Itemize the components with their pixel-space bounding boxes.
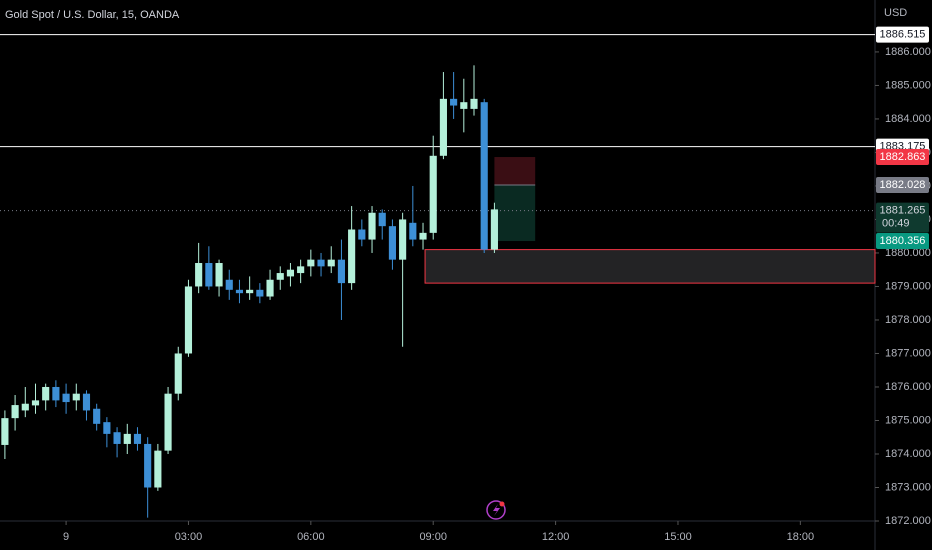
icon-bolt	[493, 504, 500, 516]
y-tick-label: 1880.000	[885, 247, 931, 259]
y-tick-label: 1884.000	[885, 113, 931, 125]
price-tag	[876, 177, 929, 194]
candle-body	[215, 263, 223, 287]
candle-body	[205, 263, 213, 287]
stop-zone	[494, 157, 536, 186]
alert-icon[interactable]	[486, 500, 506, 520]
candle-body	[93, 408, 101, 424]
candle-body	[246, 289, 254, 294]
candle-body	[439, 98, 447, 156]
candle-body	[460, 102, 468, 109]
candle-body	[470, 98, 478, 109]
candle-body	[225, 279, 233, 290]
candle-body	[337, 259, 346, 284]
target-zone	[494, 185, 536, 242]
countdown-label: 00:49	[882, 217, 910, 229]
candle-body	[286, 269, 295, 277]
y-tick-label: 1872.000	[885, 515, 931, 527]
x-tick-label: 18:00	[787, 531, 815, 543]
y-tick-label: 1876.000	[885, 381, 931, 393]
candle-body	[399, 219, 407, 260]
candle-body	[480, 102, 488, 250]
candle-body	[490, 209, 498, 250]
y-tick-label: 1878.000	[885, 314, 931, 326]
candle-body	[123, 433, 131, 444]
candle-body	[72, 393, 80, 401]
candle-body	[429, 155, 437, 233]
candle-body	[52, 386, 60, 401]
last-price-tag	[876, 202, 929, 233]
candle-body	[144, 443, 152, 488]
candle-body	[256, 289, 264, 297]
price-tag	[876, 149, 929, 166]
candle-body	[419, 232, 427, 240]
candle-body	[174, 353, 182, 394]
candle-body	[378, 212, 386, 227]
candle-body	[1, 418, 9, 445]
candle-body	[297, 266, 305, 274]
candle-body	[11, 405, 19, 419]
y-tick-label: 1877.000	[885, 347, 931, 359]
zone	[424, 249, 876, 284]
price-tag-label: 1880.356	[880, 235, 926, 247]
last-price-label: 1881.265	[880, 204, 926, 216]
candle-body	[276, 273, 284, 280]
candle-body	[42, 386, 50, 401]
icon-ring	[486, 500, 506, 520]
icon-dot	[499, 501, 505, 507]
x-tick-label: 09:00	[419, 531, 447, 543]
candle-body	[450, 98, 458, 106]
candle-body	[113, 432, 121, 444]
candle-body	[184, 286, 193, 354]
price-line-tag	[876, 26, 929, 43]
currency-label: USD	[884, 7, 907, 19]
price-tag-label: 1882.028	[880, 179, 926, 191]
candle-body	[317, 259, 325, 267]
x-tick-label: 12:00	[542, 531, 570, 543]
candle-body	[327, 259, 335, 267]
candle-body	[266, 279, 274, 297]
candle-body	[154, 450, 162, 488]
candle-body	[195, 263, 203, 287]
y-tick-label: 1885.000	[885, 79, 931, 91]
candle-body	[133, 433, 142, 444]
candle-body	[31, 400, 40, 406]
price-tag-label: 1882.863	[880, 151, 926, 163]
candle-body	[235, 289, 244, 294]
x-tick-label: 9	[63, 531, 69, 543]
y-tick-label: 1886.000	[885, 46, 931, 58]
candle-body	[82, 393, 91, 411]
x-tick-label: 06:00	[297, 531, 325, 543]
candle-body	[21, 403, 29, 411]
x-tick-label: 15:00	[664, 531, 692, 543]
candle-body	[62, 393, 70, 403]
candle-body	[164, 393, 172, 451]
candle-body	[348, 229, 356, 284]
candle-body	[388, 226, 396, 260]
y-tick-label: 1875.000	[885, 414, 931, 426]
chart-title: Gold Spot / U.S. Dollar, 15, OANDA	[5, 9, 180, 21]
y-tick-label: 1879.000	[885, 280, 931, 292]
price-tag	[876, 233, 929, 250]
candle-body	[368, 212, 376, 240]
candle-body	[307, 259, 315, 267]
y-tick-label: 1874.000	[885, 448, 931, 460]
y-tick-label: 1873.000	[885, 481, 931, 493]
candle-body	[409, 222, 417, 240]
candle-body	[103, 422, 111, 434]
price-line-label: 1886.515	[880, 29, 926, 41]
candle-body	[358, 229, 366, 240]
x-tick-label: 03:00	[175, 531, 203, 543]
